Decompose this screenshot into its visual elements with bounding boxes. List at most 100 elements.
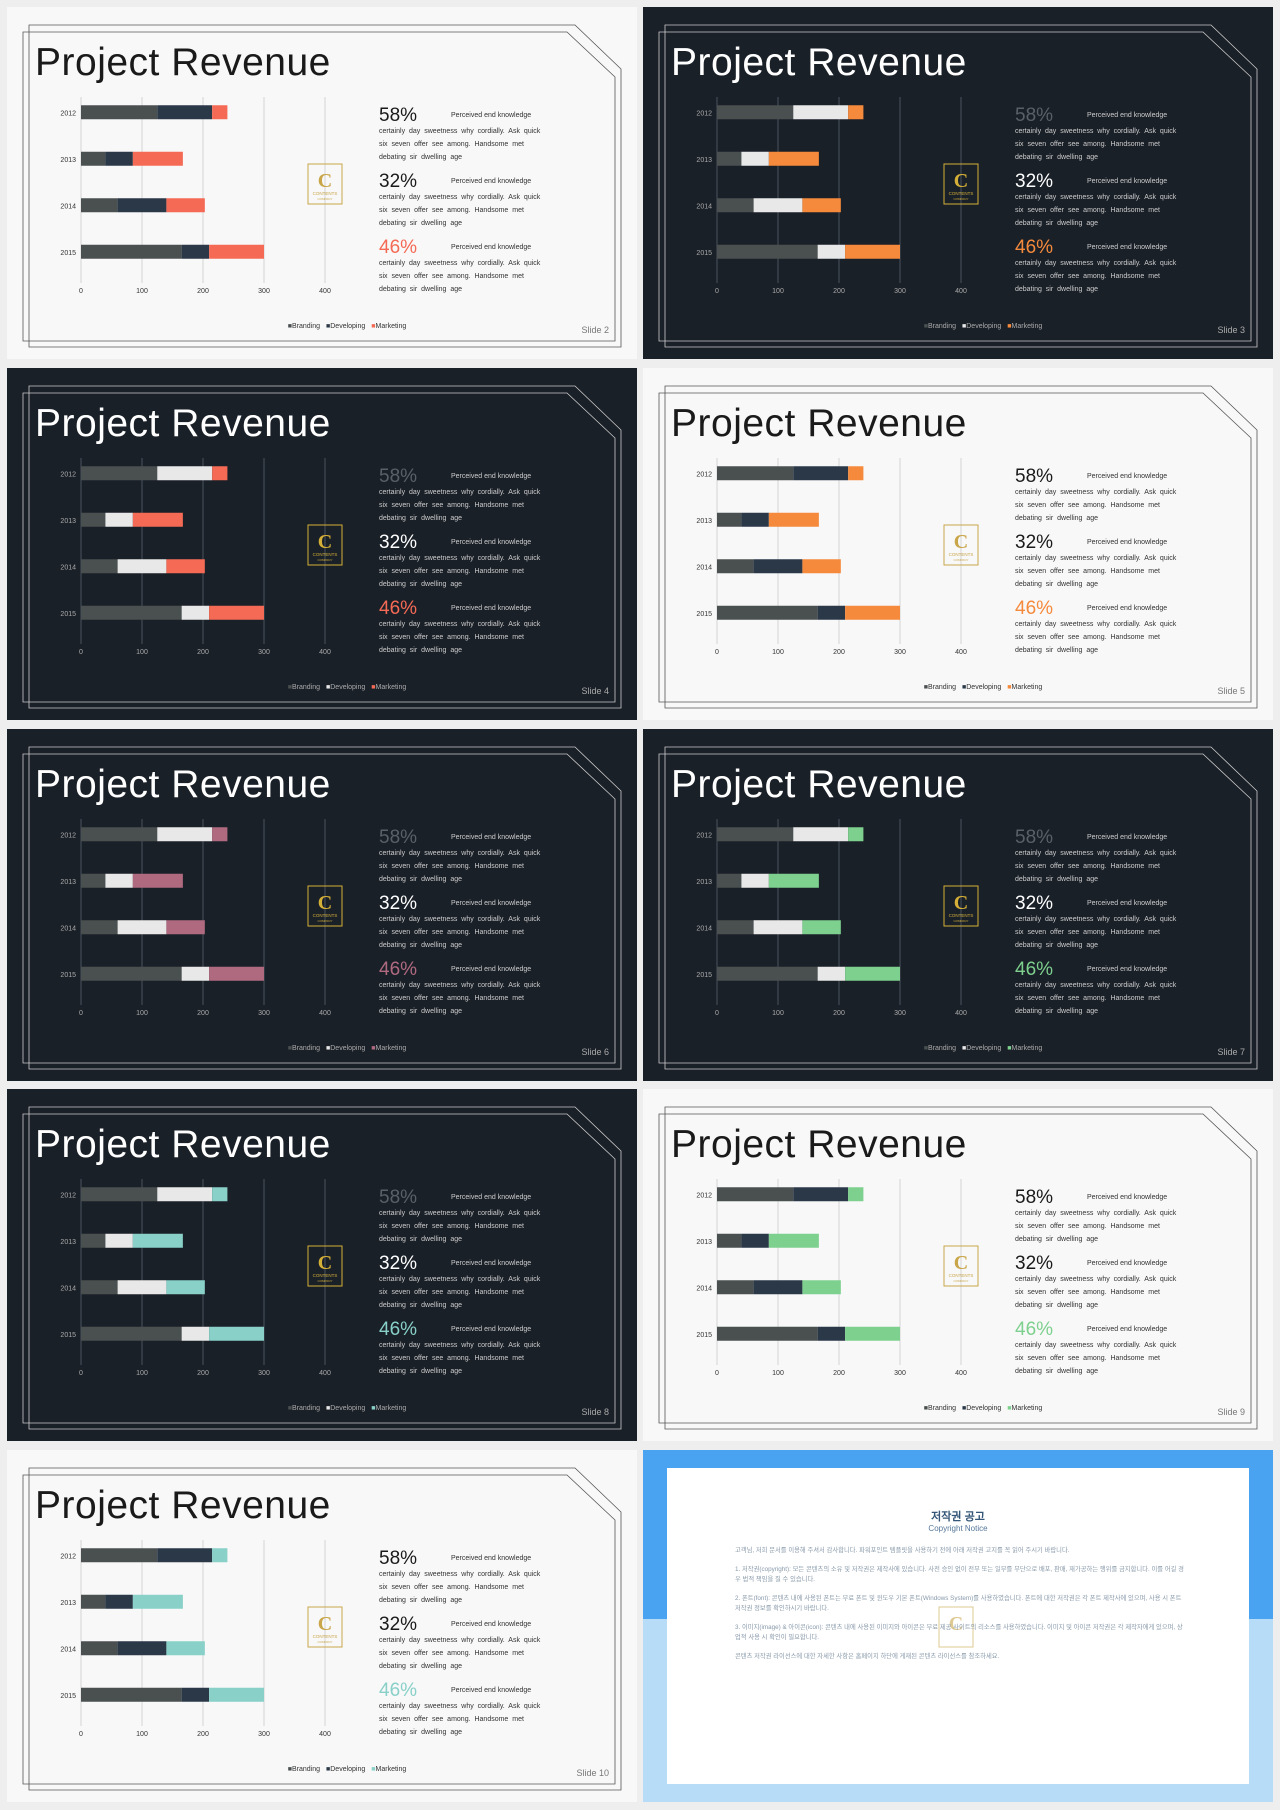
bar-branding-2014 <box>717 559 754 574</box>
stat-heading: Perceived end knowledge <box>451 1621 532 1628</box>
x-tick-label: 100 <box>772 1010 784 1017</box>
stat-heading: Perceived end knowledge <box>1087 112 1168 119</box>
legend-label: Developing <box>330 1766 366 1773</box>
revenue-bar-chart: 0 100 200 300 400 2012 2013 2014 2015 <box>696 97 967 295</box>
slide-thumbnail-8[interactable]: Project Revenue 0 100 200 300 400 2012 2013 2014… <box>7 1089 637 1441</box>
slide-thumbnail-3[interactable]: Project Revenue 0 100 200 300 400 2012 2013 2014… <box>643 7 1273 359</box>
chart-container: 0 100 200 300 400 2012 2013 2014 2015 <box>45 811 345 1051</box>
stat-block: 32% Perceived end knowledge certainly day … <box>379 893 559 959</box>
logo-letter: C <box>318 892 332 914</box>
legend-item-developing: ■Developing <box>326 323 365 330</box>
slide-thumbnail-2[interactable]: Project Revenue 0 100 200 300 400 2012 2013 2014… <box>7 7 637 359</box>
slide-title: Project Revenue <box>35 1123 331 1166</box>
legend-label: Branding <box>927 1045 957 1052</box>
legend-swatch-icon: ■ <box>287 1045 292 1052</box>
legend-item-branding: ■Branding <box>288 684 320 691</box>
legend-swatch-icon: ■ <box>1007 323 1012 330</box>
stat-heading: Perceived end knowledge <box>1087 244 1168 251</box>
legend-swatch-icon: ■ <box>962 323 967 330</box>
slide-number: Slide 10 <box>576 1768 609 1778</box>
logo-word: CONTENTS <box>313 191 338 196</box>
x-tick-label: 400 <box>319 649 331 656</box>
slide-title: Project Revenue <box>671 763 967 806</box>
logo-subword: COMPANY <box>318 919 333 923</box>
bar-developing-2014 <box>117 1641 167 1656</box>
x-tick-label: 400 <box>955 1370 967 1377</box>
x-tick-label: 300 <box>894 1010 906 1017</box>
logo-subword: COMPANY <box>954 197 969 201</box>
slide-thumbnail-5[interactable]: Project Revenue 0 100 200 300 400 2012 2013 2014… <box>643 368 1273 720</box>
company-logo-icon: C CONTENTS COMPANY <box>943 1245 979 1287</box>
company-logo-icon: C CONTENTS COMPANY <box>307 1606 343 1648</box>
y-category-label: 2014 <box>60 925 76 932</box>
y-category-label: 2015 <box>696 1332 712 1339</box>
logo-word: CONTENTS <box>313 913 338 918</box>
slide-thumbnail-10[interactable]: Project Revenue 0 100 200 300 400 2012 2013 2014… <box>7 1450 637 1802</box>
legend-label: Developing <box>966 1405 1002 1412</box>
legend-item-branding: ■Branding <box>924 323 956 330</box>
notice-paragraph: 2. 폰트(font): 콘텐츠 내에 사용된 폰트는 무료 폰트 및 윈도우 … <box>735 1594 1182 1613</box>
bar-developing-2013 <box>105 512 133 527</box>
stat-heading: Perceived end knowledge <box>451 178 532 185</box>
bar-developing-2012 <box>793 105 849 120</box>
bar-developing-2015 <box>181 1687 210 1702</box>
bar-marketing-2013 <box>768 151 819 166</box>
y-category-label: 2015 <box>60 611 76 618</box>
slide-thumbnail-4[interactable]: Project Revenue 0 100 200 300 400 2012 2013 2014… <box>7 368 637 720</box>
legend-label: Marketing <box>375 323 407 330</box>
legend-swatch-icon: ■ <box>923 1405 928 1412</box>
stats-column: 58% Perceived end knowledge certainly day … <box>1015 827 1195 1025</box>
chart-legend: ■Branding ■Developing ■Marketing <box>7 1405 637 1412</box>
stat-heading: Perceived end knowledge <box>451 1194 532 1201</box>
slide-thumbnail-9[interactable]: Project Revenue 0 100 200 300 400 2012 2013 2014… <box>643 1089 1273 1441</box>
bar-branding-2015 <box>717 1326 818 1341</box>
y-category-label: 2015 <box>696 250 712 257</box>
legend-label: Marketing <box>1011 684 1043 691</box>
y-category-label: 2013 <box>696 1239 712 1246</box>
legend-swatch-icon: ■ <box>326 1045 331 1052</box>
legend-label: Branding <box>927 684 957 691</box>
stat-description: certainly day sweetness why cordially. A… <box>379 1571 541 1604</box>
logo-letter: C <box>954 531 968 553</box>
legend-swatch-icon: ■ <box>371 684 376 691</box>
bar-marketing-2012 <box>848 105 864 120</box>
legend-label: Marketing <box>375 1045 407 1052</box>
x-tick-label: 400 <box>955 1010 967 1017</box>
legend-item-marketing: ■Marketing <box>371 1045 406 1052</box>
slide-thumbnail-6[interactable]: Project Revenue 0 100 200 300 400 2012 2013 2014… <box>7 729 637 1081</box>
bar-branding-2014 <box>717 920 754 935</box>
logo-subword: COMPANY <box>318 558 333 562</box>
stat-block: 32% Perceived end knowledge certainly day … <box>1015 893 1195 959</box>
copyright-notice-slide[interactable]: 저작권 공고 Copyright Notice C 고객님, 저희 문서를 이용… <box>643 1450 1273 1802</box>
x-tick-label: 200 <box>833 649 845 656</box>
bar-marketing-2015 <box>845 605 900 620</box>
x-tick-label: 0 <box>715 288 719 295</box>
stat-percentage: 32% <box>379 171 418 192</box>
bar-marketing-2013 <box>132 512 183 527</box>
x-tick-label: 0 <box>79 288 83 295</box>
stats-column: 58% Perceived end knowledge certainly day … <box>1015 466 1195 664</box>
bar-marketing-2014 <box>802 559 841 574</box>
legend-label: Developing <box>966 684 1002 691</box>
x-tick-label: 200 <box>833 288 845 295</box>
stat-heading: Perceived end knowledge <box>1087 1260 1168 1267</box>
x-tick-label: 0 <box>79 1010 83 1017</box>
chart-legend: ■Branding ■Developing ■Marketing <box>7 323 637 330</box>
stats-column: 58% Perceived end knowledge certainly day … <box>379 1548 559 1746</box>
x-tick-label: 200 <box>197 1370 209 1377</box>
slide-thumbnail-7[interactable]: Project Revenue 0 100 200 300 400 2012 2013 2014… <box>643 729 1273 1081</box>
stat-description: certainly day sweetness why cordially. A… <box>379 489 541 522</box>
slide-number: Slide 4 <box>581 686 609 696</box>
bar-developing-2013 <box>741 873 769 888</box>
stat-description: certainly day sweetness why cordially. A… <box>379 850 541 883</box>
notice-card: 저작권 공고 Copyright Notice C 고객님, 저희 문서를 이용… <box>667 1468 1249 1784</box>
y-category-label: 2015 <box>60 250 76 257</box>
legend-item-marketing: ■Marketing <box>371 323 406 330</box>
stat-block: 46% Perceived end knowledge certainly day … <box>379 1319 559 1385</box>
stat-heading: Perceived end knowledge <box>451 605 532 612</box>
stat-heading: Perceived end knowledge <box>451 834 532 841</box>
bar-developing-2012 <box>793 827 849 842</box>
y-category-label: 2013 <box>60 1239 76 1246</box>
bar-branding-2015 <box>81 1687 182 1702</box>
stat-heading: Perceived end knowledge <box>1087 178 1168 185</box>
